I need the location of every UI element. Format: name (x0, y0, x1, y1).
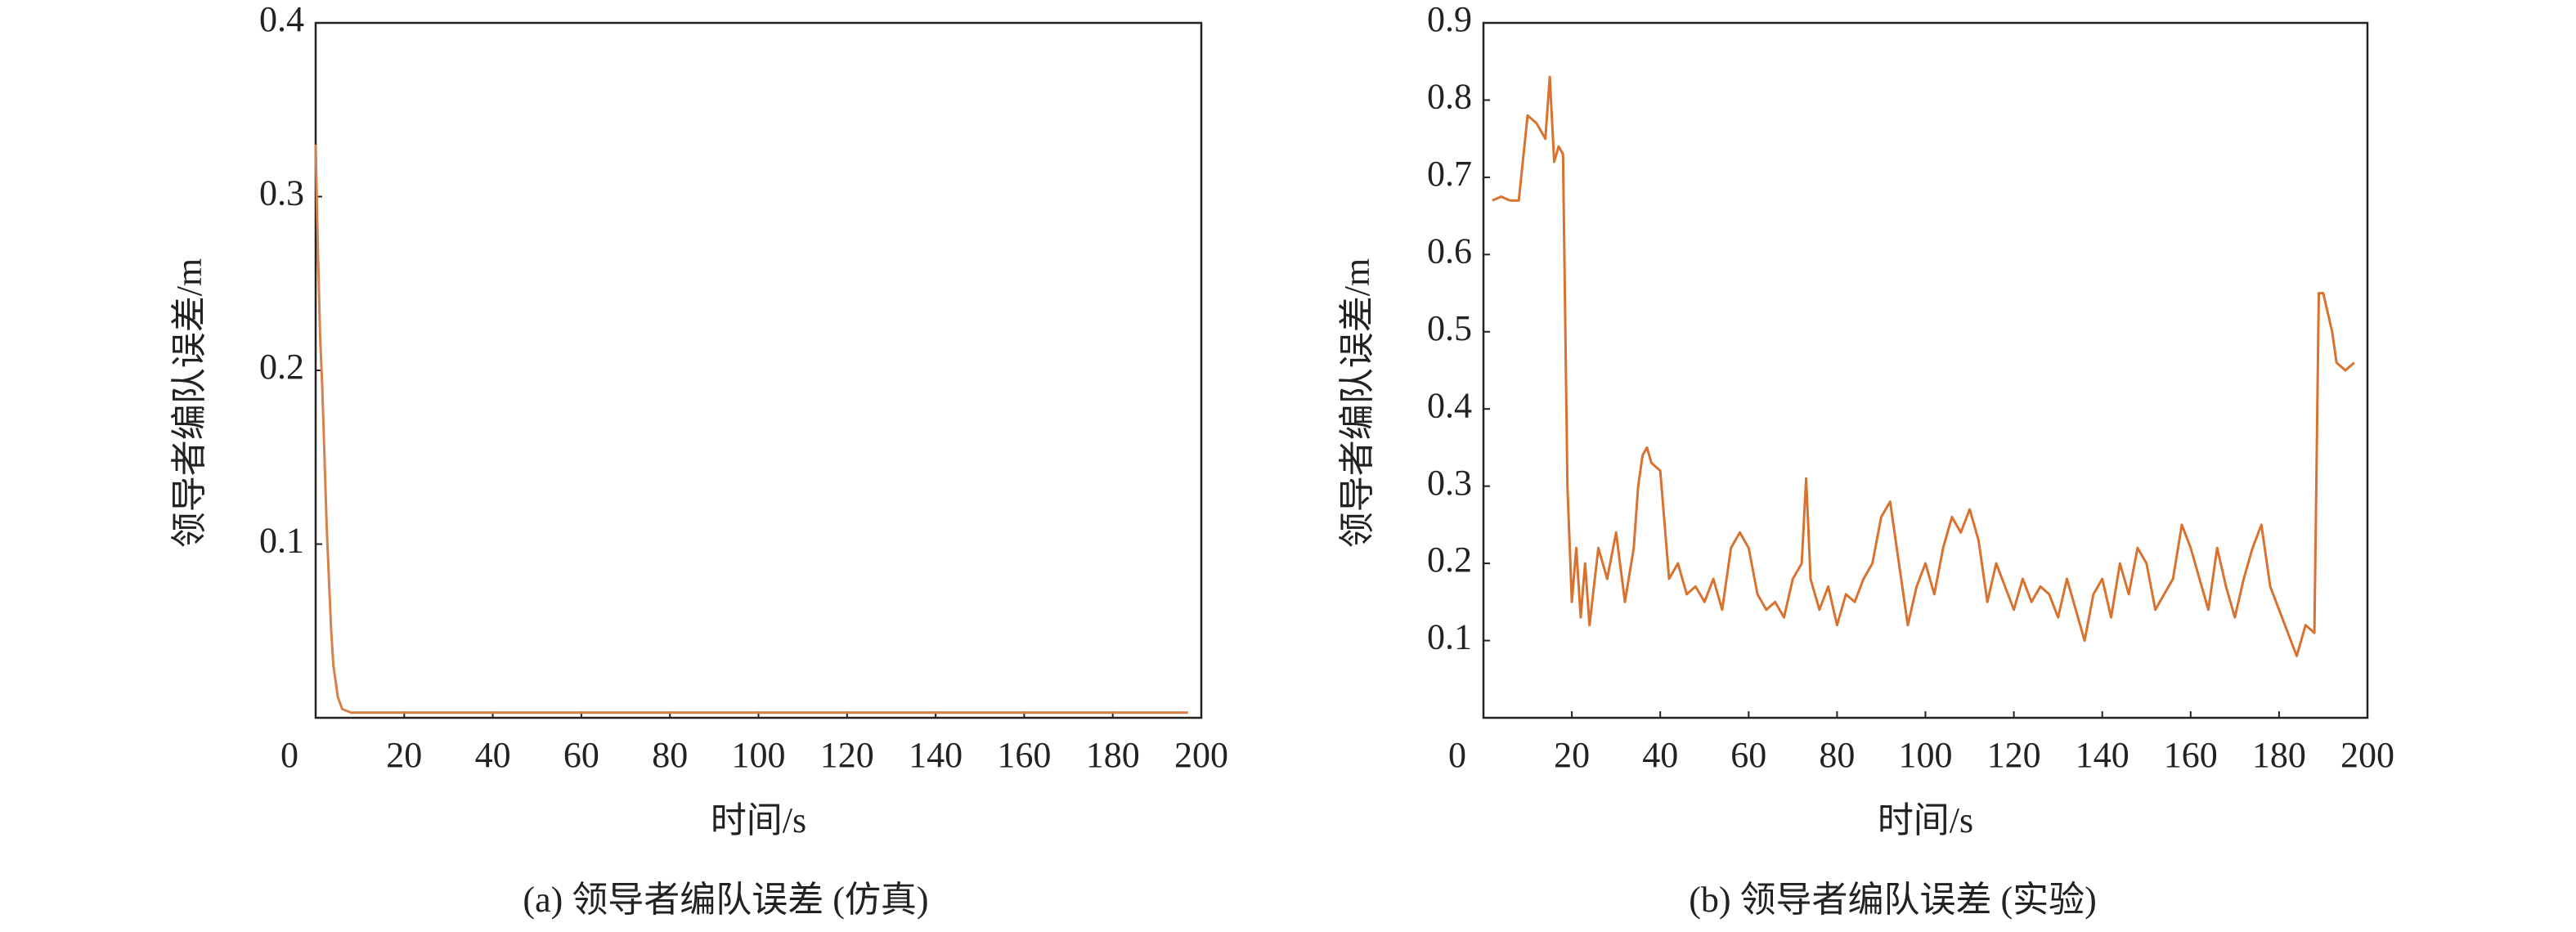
y-tick-label: 0.2 (1427, 540, 1472, 580)
chart-panel: 0 20 40 60 80 100 120 140 160 180 200 0.1 0.2 0.3 0.4 时… (169, 0, 1228, 920)
x-tick-label: 160 (997, 735, 1051, 775)
data-line (314, 144, 1188, 715)
x-tick-label: 200 (2340, 735, 2394, 775)
y-tick-label: 0.6 (1427, 231, 1472, 271)
x-tick-label: 120 (820, 735, 874, 775)
y-tick-label: 0.2 (259, 347, 304, 387)
x-axis-label: 时间/s (1878, 800, 1973, 840)
y-tick-label: 0.1 (1427, 617, 1472, 657)
plot-frame (314, 21, 1203, 719)
x-tick-label: 40 (475, 735, 511, 775)
x-tick-label: 20 (386, 735, 422, 775)
y-tick-label: 0.9 (1427, 0, 1472, 39)
y-tick-label: 0.1 (259, 521, 304, 561)
x-tick-label: 80 (652, 735, 688, 775)
x-tick-label: 0 (1448, 735, 1466, 775)
x-tick-label: 140 (2076, 735, 2129, 775)
x-tick-label: 60 (563, 735, 599, 775)
x-tick-label: 60 (1730, 735, 1766, 775)
y-tick-label: 0.5 (1427, 308, 1472, 348)
y-axis-label: 领导者编队误差/m (169, 258, 209, 548)
x-tick-label: 180 (1086, 735, 1140, 775)
y-tick-label: 0.3 (1427, 463, 1472, 503)
y-axis-label: 领导者编队误差/m (1337, 258, 1377, 548)
x-axis-label: 时间/s (711, 800, 806, 840)
y-tick-label: 0.7 (1427, 154, 1472, 194)
y-tick-label: 0.4 (259, 0, 304, 39)
caption: (b) 领导者编队误差 (实验) (1689, 880, 2097, 920)
x-tick-label: 160 (2164, 735, 2218, 775)
x-tick-label: 0 (280, 735, 298, 775)
x-tick-label: 140 (909, 735, 963, 775)
y-tick-label: 0.3 (259, 173, 304, 213)
caption: (a) 领导者编队误差 (仿真) (523, 880, 928, 920)
data-line (1492, 75, 2355, 657)
x-tick-label: 200 (1174, 735, 1228, 775)
x-tick-label: 120 (1987, 735, 2041, 775)
y-tick-label: 0.4 (1427, 385, 1472, 425)
x-tick-label: 180 (2252, 735, 2306, 775)
x-tick-label: 80 (1819, 735, 1855, 775)
x-tick-label: 100 (1899, 735, 1953, 775)
y-tick-label: 0.8 (1427, 77, 1472, 117)
x-tick-label: 100 (732, 735, 786, 775)
chart-panel: 0 20 40 60 80 100 120 140 160 180 200 0.1 0.2 0.3 0.4 0… (1337, 0, 2394, 920)
x-tick-label: 40 (1642, 735, 1678, 775)
x-tick-label: 20 (1554, 735, 1590, 775)
